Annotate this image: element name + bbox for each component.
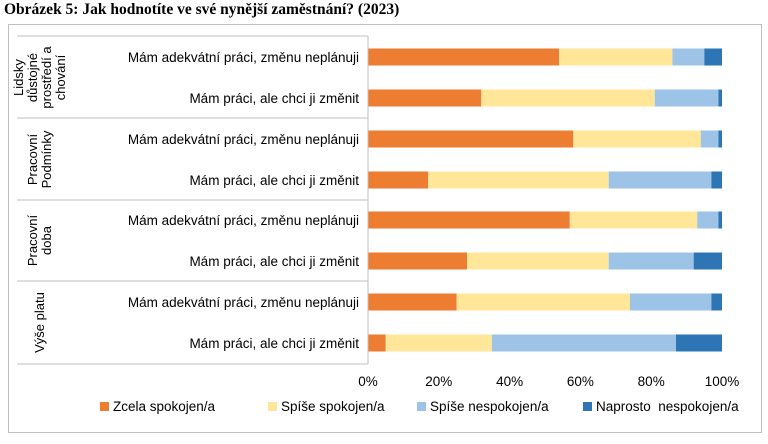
bar-segment (467, 252, 609, 270)
row-label: Mám práci, ale chci ji změnit (189, 173, 359, 188)
bar-segment (654, 89, 719, 107)
bar-segment (368, 293, 457, 311)
bar-segment (428, 171, 609, 189)
bar-segment (491, 334, 676, 352)
row-labels: Mám adekvátní práci, změnu neplánuji Mám … (128, 50, 359, 351)
bar-segment (456, 293, 630, 311)
bar-segment (718, 89, 722, 107)
x-tick-label: 0% (358, 374, 378, 389)
bars (368, 48, 722, 352)
row-label: Mám adekvátní práci, změnu neplánuji (128, 132, 359, 147)
bar-segment (608, 252, 694, 270)
group-label-line: důstojné (25, 53, 40, 102)
bar-segment (629, 293, 712, 311)
legend-label: Spíše nespokojen/a (430, 399, 549, 414)
bar-segment (368, 48, 560, 66)
x-tick-label: 20% (425, 374, 452, 389)
row-label: Mám práci, ale chci ji změnit (189, 91, 359, 106)
group-label-line: Lidsky (11, 59, 26, 96)
bar-segment (368, 211, 570, 229)
row-label: Mám adekvátní práci, změnu neplánuji (128, 213, 359, 228)
legend-swatch (417, 402, 426, 411)
legend-label: Naprosto nespokojen/a (596, 399, 739, 414)
bar-segment (569, 211, 698, 229)
x-tick-label: 80% (638, 374, 665, 389)
bar-segment (700, 130, 719, 148)
group-label-line: prostředí a (39, 46, 54, 109)
group-label-line: doba (39, 225, 54, 255)
row-label: Mám adekvátní práci, změnu neplánuji (128, 50, 359, 65)
legend-swatch (583, 402, 592, 411)
bar-segment (711, 171, 722, 189)
bar-segment (697, 211, 719, 229)
bar-segment (711, 293, 722, 311)
bar-segment (481, 89, 655, 107)
figure-title: Obrázek 5: Jak hodnotíte ve své nynější … (4, 1, 400, 18)
legend-swatch (268, 402, 277, 411)
x-tick-label: 100% (705, 374, 740, 389)
row-label: Mám práci, ale chci ji změnit (189, 336, 359, 351)
chart-frame (8, 24, 762, 433)
bar-segment (718, 130, 722, 148)
legend-label: Zcela spokojen/a (113, 399, 216, 414)
group-labels: Lidsky důstojné prostředí a chování Pracovní… (11, 35, 368, 365)
row-label: Mám práci, ale chci ji změnit (189, 254, 359, 269)
x-tick-label: 60% (567, 374, 594, 389)
bar-segment (368, 130, 574, 148)
legend-label: Spíše spokojen/a (281, 399, 385, 414)
legend: Zcela spokojen/a Spíše spokojen/a Spíše ne… (100, 399, 739, 414)
group-label-line: Výše platu (32, 292, 47, 353)
bar-segment (672, 48, 705, 66)
bar-segment (368, 89, 482, 107)
bar-segment (368, 252, 468, 270)
bar-segment (368, 171, 429, 189)
group-label-line: chování (53, 54, 68, 100)
bar-segment (675, 334, 722, 352)
legend-swatch (100, 402, 109, 411)
bar-segment (608, 171, 712, 189)
bar-segment (704, 48, 722, 66)
bar-segment (573, 130, 701, 148)
axis: 0% 20% 40% 60% 80% 100% (358, 36, 739, 389)
bar-segment (718, 211, 722, 229)
bar-segment (368, 334, 386, 352)
bar-segment (559, 48, 673, 66)
bar-segment (385, 334, 492, 352)
group-label-line: Pracovní (25, 133, 40, 185)
group-label-line: Podmínky (39, 130, 54, 188)
row-label: Mám adekvátní práci, změnu neplánuji (128, 295, 359, 310)
bar-segment (693, 252, 722, 270)
group-label-line: Pracovní (25, 214, 40, 266)
x-tick-label: 40% (496, 374, 523, 389)
